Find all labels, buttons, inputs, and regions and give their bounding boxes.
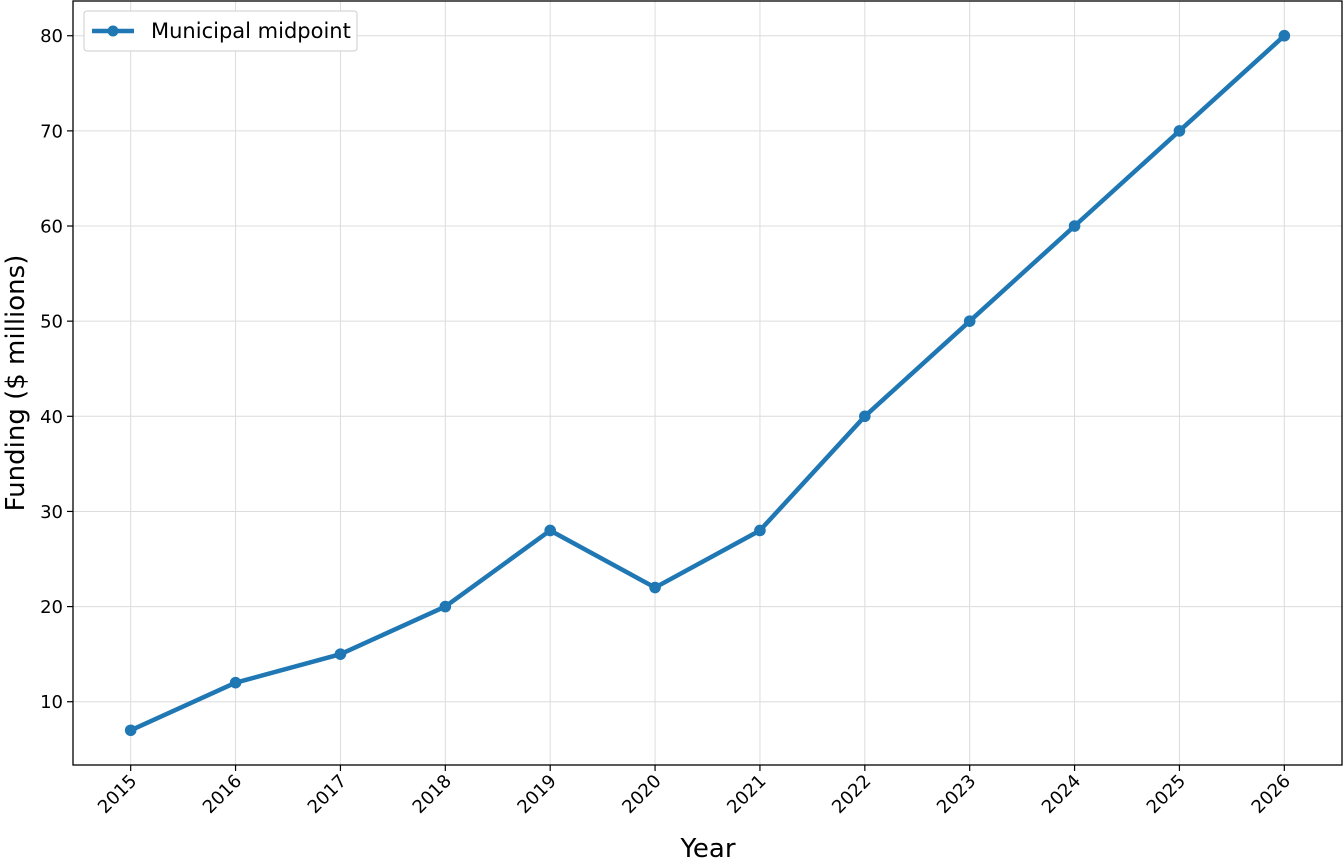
y-tick-label: 50 <box>40 312 63 333</box>
y-tick-label: 40 <box>40 407 63 428</box>
data-point <box>544 524 556 537</box>
y-tick-label: 20 <box>40 597 63 618</box>
x-axis-label: Year <box>679 834 735 862</box>
data-point <box>124 724 137 737</box>
data-point <box>334 648 347 660</box>
series <box>124 29 1291 737</box>
data-point <box>649 581 661 594</box>
y-axis-label: Funding ($ millions) <box>1 255 31 512</box>
data-point <box>229 676 242 689</box>
data-point <box>1068 220 1081 232</box>
y-tick-label: 10 <box>40 692 63 713</box>
y-tick-label: 30 <box>40 502 63 523</box>
y-tick-label: 80 <box>40 26 63 47</box>
y-tick-label: 70 <box>40 121 63 142</box>
data-point <box>1278 29 1291 42</box>
legend: Municipal midpoint <box>83 10 358 52</box>
series-line <box>128 33 1287 733</box>
data-point <box>754 524 766 537</box>
legend-swatch-marker <box>107 25 119 37</box>
legend-label: Municipal midpoint <box>151 19 351 43</box>
legend-box <box>83 10 358 52</box>
data-point <box>439 600 452 613</box>
data-point <box>963 315 976 327</box>
data-point <box>1173 125 1186 137</box>
plot-frame <box>72 0 1343 766</box>
y-tick-label: 60 <box>40 217 63 238</box>
data-point <box>859 410 871 423</box>
